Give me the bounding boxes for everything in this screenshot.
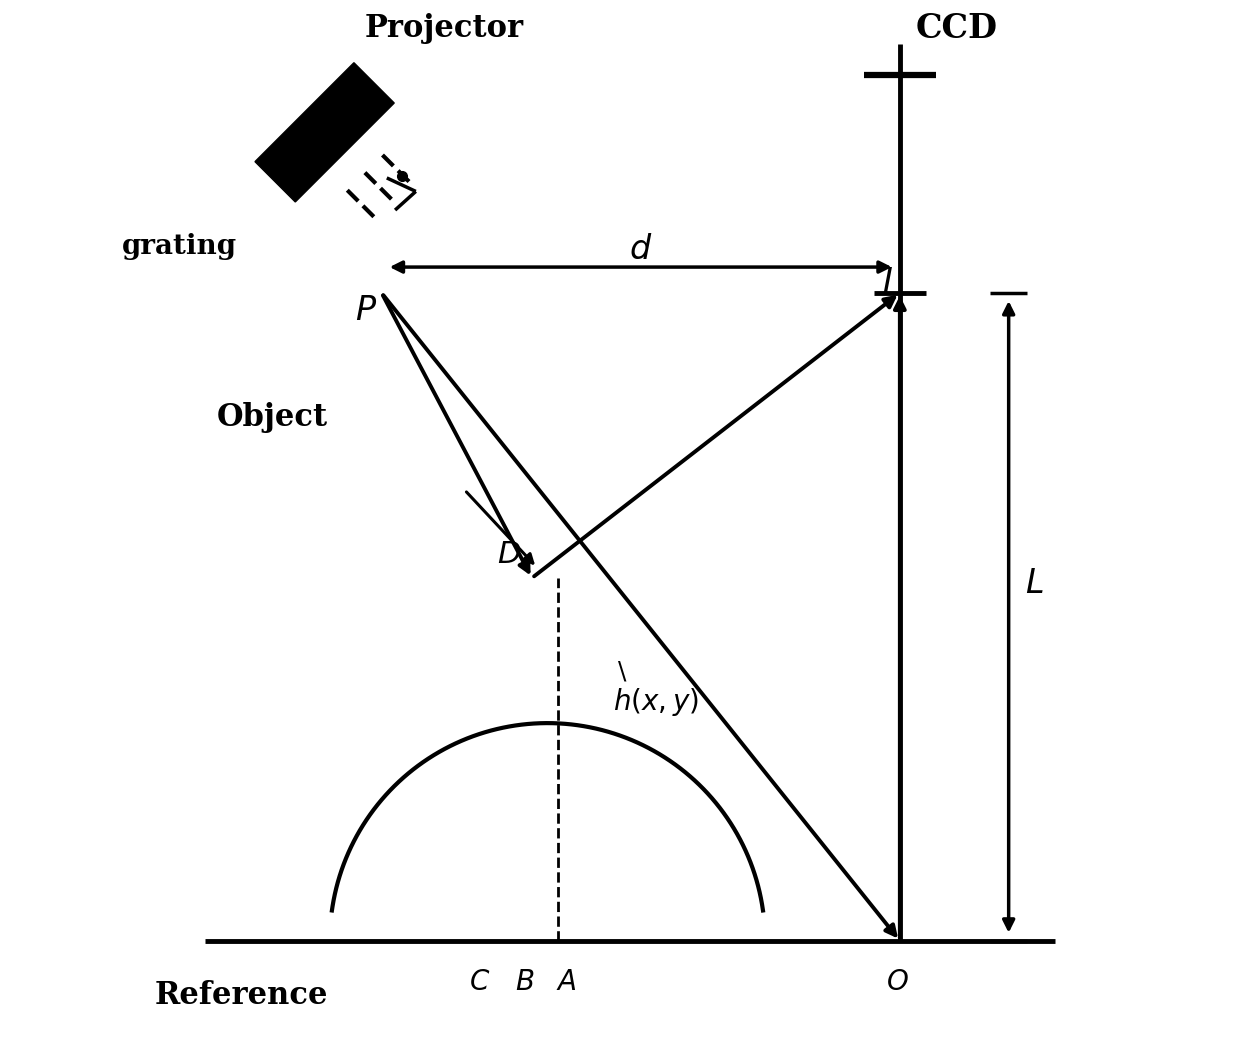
Text: $C$: $C$	[470, 969, 491, 996]
Text: Projector: Projector	[365, 14, 523, 44]
Text: Reference: Reference	[155, 981, 329, 1011]
Text: $A$: $A$	[556, 969, 577, 996]
Text: $P$: $P$	[355, 294, 377, 327]
Text: $L$: $L$	[1025, 567, 1044, 600]
Text: $h(x,y)$: $h(x,y)$	[614, 687, 699, 718]
Text: $D$: $D$	[497, 539, 521, 570]
Text: $I$: $I$	[882, 266, 893, 299]
Text: CCD: CCD	[916, 13, 998, 45]
Text: $d$: $d$	[629, 233, 652, 266]
Text: $B$: $B$	[515, 969, 534, 996]
Text: Object: Object	[217, 402, 329, 432]
Text: $O$: $O$	[887, 969, 909, 996]
Text: $\backslash$: $\backslash$	[616, 660, 627, 684]
Text: grating: grating	[122, 232, 237, 259]
Polygon shape	[255, 63, 394, 202]
